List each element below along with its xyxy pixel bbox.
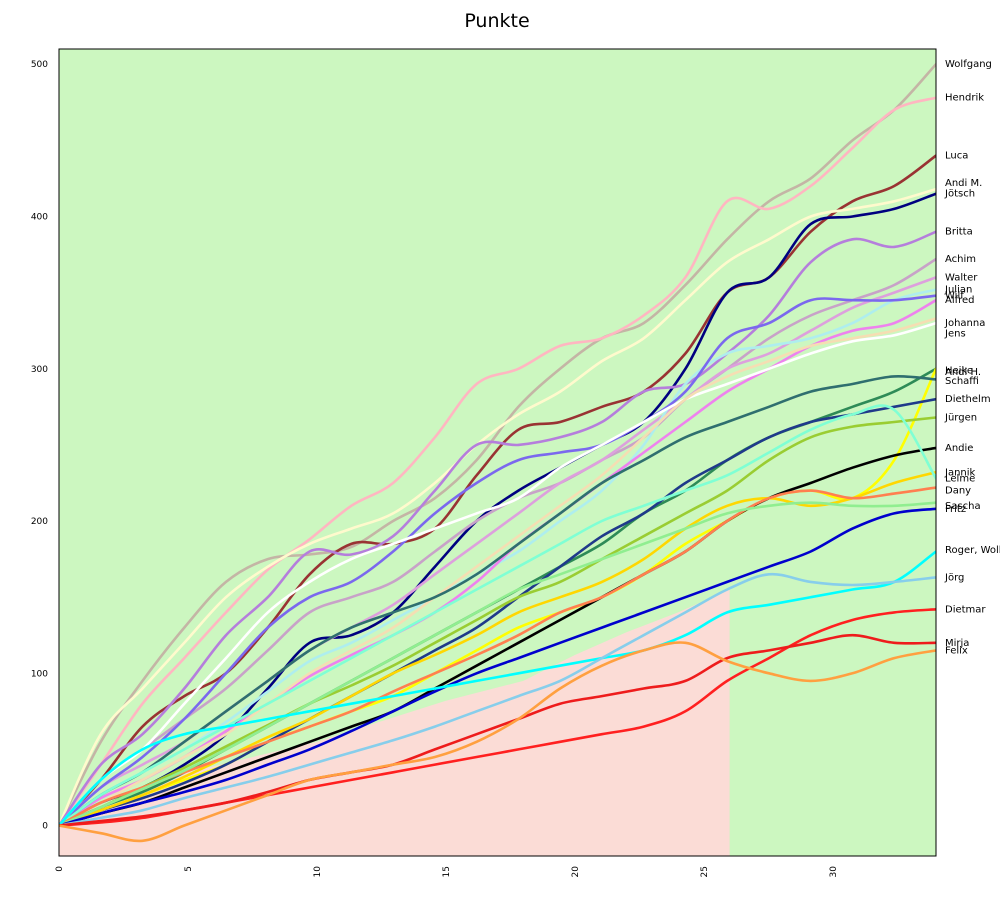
series-end-label: Andi H. — [945, 367, 981, 378]
series-line-felix — [59, 641, 936, 843]
series-line-jannik — [59, 471, 936, 827]
series-line-sascha — [59, 501, 936, 827]
series-end-label: Dietmar — [945, 604, 986, 615]
series-line-roger-wolle — [59, 550, 936, 827]
series-line-mirja — [59, 633, 936, 827]
series-end-label: Jens — [944, 329, 966, 340]
y-tick-label: 0 — [42, 822, 48, 832]
series-end-label: Roger, Wolle — [945, 545, 1000, 556]
series-end-label: Wilf — [945, 291, 964, 302]
series-end-label: Felix — [945, 645, 968, 656]
plot-frame — [58, 48, 937, 857]
x-axis: 0 5 10 15 20 25 30 — [55, 866, 839, 878]
series-group — [59, 62, 936, 843]
series-end-label: Heike — [945, 365, 973, 376]
series-line-achim — [59, 257, 936, 827]
series-end-label: Dany — [945, 486, 971, 497]
series-line-dany — [59, 486, 936, 827]
y-tick-label: 400 — [31, 213, 48, 223]
series-end-labels: Wolfgang Hendrik Luca Andi M.Jötsch Britta Ac… — [944, 59, 1000, 656]
series-end-label: Achim — [945, 254, 976, 265]
series-end-label: Wolfgang — [945, 59, 992, 70]
x-tick-label: 5 — [184, 866, 194, 872]
series-end-label: Jannik — [944, 467, 976, 478]
series-end-label: Jörg — [944, 572, 964, 583]
plot-background — [59, 49, 936, 856]
series-line-j-tsch — [59, 192, 936, 827]
series-line-johanna — [59, 321, 936, 827]
series-end-label: Jötsch — [944, 189, 975, 200]
series-line-j-rgen — [59, 416, 936, 827]
series-line-jens — [59, 317, 936, 827]
series-end-label: Julian — [944, 285, 972, 296]
chart-title: Punkte — [464, 10, 529, 32]
series-line-andi-m- — [59, 187, 936, 827]
y-tick-label: 300 — [31, 365, 48, 375]
y-axis: 0 100 200 300 400 500 — [31, 60, 48, 831]
x-tick-label: 20 — [571, 866, 581, 878]
series-end-label: Sascha — [945, 501, 981, 512]
x-tick-label: 10 — [313, 866, 323, 878]
plot-area-lower — [59, 589, 730, 856]
series-end-label: Fritz — [945, 504, 966, 515]
x-tick-label: 0 — [55, 866, 65, 872]
y-tick-label: 100 — [31, 669, 48, 679]
series-end-label: Andi M. — [945, 178, 982, 189]
series-line-hendrik — [59, 96, 936, 827]
series-end-label: Andie — [945, 443, 973, 454]
series-end-label: Hendrik — [945, 93, 984, 104]
series-end-label: Schaffi — [945, 376, 979, 387]
series-end-label: Jürgen — [944, 413, 977, 424]
x-tick-label: 30 — [829, 866, 839, 878]
series-line-alfred — [59, 298, 936, 827]
series-end-label: Mirja — [945, 638, 969, 649]
series-line-lelme — [59, 404, 936, 827]
y-tick-label: 500 — [31, 60, 48, 70]
series-end-label: Alfred — [945, 295, 975, 306]
series-line-wolfgang — [59, 62, 936, 827]
series-line-luca — [59, 154, 936, 827]
series-end-label: Luca — [945, 151, 968, 162]
x-tick-label: 25 — [700, 866, 710, 877]
series-end-label: Walter — [945, 272, 978, 283]
x-tick-label: 15 — [442, 866, 452, 877]
series-line-diethelm — [59, 397, 936, 827]
series-end-label: Diethelm — [945, 394, 991, 405]
series-line-wilf — [59, 294, 936, 827]
series-end-label: Britta — [945, 227, 973, 238]
series-end-label: Johanna — [944, 318, 985, 329]
series-end-label: Lelme — [945, 473, 975, 484]
series-line-fritz — [59, 507, 936, 827]
series-line-britta — [59, 230, 936, 827]
series-line-schaffi — [59, 374, 936, 827]
series-line-andie — [59, 446, 936, 827]
y-tick-label: 200 — [31, 517, 48, 527]
series-line-j-rg — [59, 572, 936, 827]
